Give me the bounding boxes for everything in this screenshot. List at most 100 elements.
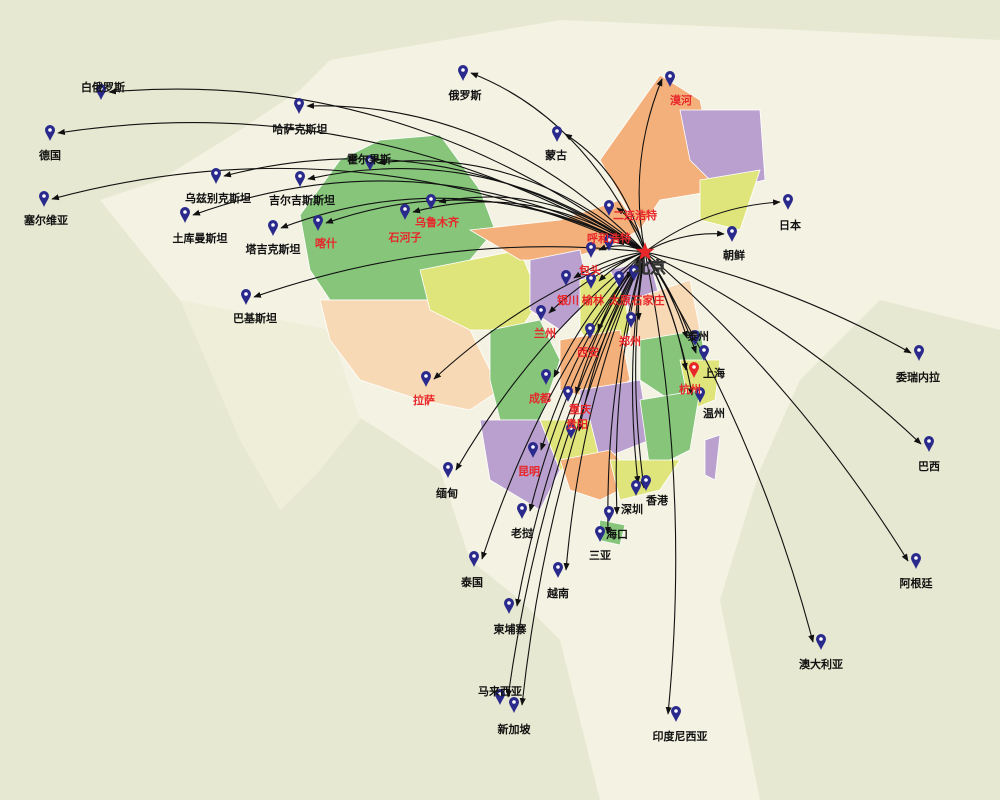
map-pin-icon[interactable] [914, 345, 924, 361]
city-label: 白俄罗斯 [81, 80, 125, 94]
map-pin-icon[interactable] [504, 598, 514, 614]
map-pin-icon[interactable] [426, 194, 436, 210]
map-pin-icon[interactable] [604, 235, 614, 251]
map-pin-icon[interactable] [241, 289, 251, 305]
map-pin-icon[interactable] [180, 207, 190, 223]
map-pin-icon[interactable] [536, 305, 546, 321]
map-pin-icon[interactable] [695, 387, 705, 403]
map-pin-dot [271, 223, 275, 227]
map-pin-icon[interactable] [641, 475, 651, 491]
city-label: 巴西 [918, 460, 940, 473]
route-arrow [481, 251, 646, 560]
map-pin-icon[interactable] [39, 191, 49, 207]
map-pin-icon[interactable] [517, 503, 527, 519]
map-pin-icon[interactable] [924, 436, 934, 452]
map-pin-icon[interactable] [671, 706, 681, 722]
city-label: 成都 [529, 391, 551, 405]
map-pin-icon[interactable] [365, 155, 375, 171]
city-label: 太原 [608, 293, 631, 307]
city-label: 缅甸 [436, 486, 458, 500]
city-label: 马来西亚 [478, 684, 522, 698]
map-pin-dot [214, 171, 218, 175]
route-arrow [638, 78, 663, 253]
map-pin-icon[interactable] [586, 242, 596, 258]
city-label: 三亚 [589, 549, 611, 562]
map-pin-icon[interactable] [665, 71, 675, 87]
city-label: 上海 [703, 366, 725, 380]
map-pin-icon[interactable] [294, 98, 304, 114]
map-pin-icon[interactable] [595, 526, 605, 542]
map-pin-icon[interactable] [631, 479, 641, 496]
map-pin-icon[interactable] [443, 462, 453, 478]
map-pin-icon[interactable] [783, 194, 793, 210]
city-label: 越南 [546, 586, 569, 600]
map-pin-icon[interactable] [469, 551, 479, 567]
route-arrow [635, 251, 647, 489]
map-pin-icon[interactable] [313, 214, 323, 231]
map-pin-icon[interactable] [689, 362, 699, 378]
map-pin-icon[interactable] [604, 506, 614, 522]
map-pin-dot [632, 268, 636, 272]
map-pin-dot [512, 700, 516, 704]
map-pin-dot [927, 439, 931, 443]
map-pin-dot [588, 326, 592, 330]
route-arrow [306, 102, 646, 253]
map-pin-icon[interactable] [699, 345, 709, 361]
map-pin-dot [539, 308, 543, 312]
map-pin-icon[interactable] [585, 323, 595, 339]
map-pin-icon[interactable] [552, 126, 562, 142]
map-pin-dot [617, 274, 621, 278]
map-pin-icon[interactable] [911, 553, 921, 569]
map-pin-icon[interactable] [566, 423, 576, 439]
hub-beijing: 北京 [634, 242, 666, 277]
map-pin-dot [48, 128, 52, 132]
map-pin-icon[interactable] [509, 697, 519, 713]
map-pin-icon[interactable] [586, 273, 596, 289]
route-arrow [412, 201, 646, 253]
map-pin-dot [786, 197, 790, 201]
map-pin-icon[interactable] [211, 168, 221, 184]
map-pin-icon[interactable] [553, 562, 563, 578]
map-pin-icon[interactable] [268, 220, 278, 236]
map-pin-icon[interactable] [458, 65, 468, 81]
city-label: 蒙古 [545, 148, 567, 162]
map-pin-dot [403, 207, 407, 211]
province-region [704, 434, 721, 481]
map-pin-icon[interactable] [563, 386, 573, 402]
map-pin-icon[interactable] [528, 442, 538, 458]
city-label: 二连浩特 [613, 208, 657, 222]
map-pin-dot [555, 129, 559, 133]
routes-layer [51, 72, 922, 715]
map-pin-dot [566, 389, 570, 393]
city-label: 吉尔吉斯斯坦 [269, 193, 335, 207]
map-pin-dot [461, 68, 465, 72]
map-pin-icon[interactable] [96, 84, 106, 100]
map-pin-icon[interactable] [45, 125, 55, 141]
map-pin-dot [607, 509, 611, 513]
map-pin-dot [544, 372, 548, 376]
map-pin-icon[interactable] [421, 371, 431, 387]
city-label: 泰州 [686, 329, 709, 343]
city-label: 澳大利亚 [799, 657, 843, 671]
map-pin-icon[interactable] [295, 171, 305, 187]
map-pin-icon[interactable] [614, 271, 624, 287]
map-pin-icon[interactable] [561, 270, 571, 286]
map-pin-icon[interactable] [495, 689, 505, 705]
map-pin-icon[interactable] [690, 330, 700, 346]
map-pin-dot [598, 529, 602, 533]
map-pin-icon[interactable] [400, 204, 410, 220]
map-pin-icon[interactable] [604, 200, 614, 216]
city-label: 西安 [577, 345, 599, 359]
map-pin-icon[interactable] [541, 369, 551, 385]
route-arrow [505, 251, 646, 698]
map-pin-icon[interactable] [816, 634, 826, 650]
map-pin-icon[interactable] [727, 226, 737, 242]
route-arrow [563, 251, 646, 571]
hub-label: 北京 [634, 258, 666, 277]
city-label: 朝鲜 [723, 248, 745, 262]
map-pin-icon[interactable] [629, 265, 639, 281]
route-arrow [564, 133, 646, 253]
map-pin-icon[interactable] [626, 312, 636, 328]
china-provinces [299, 74, 766, 546]
